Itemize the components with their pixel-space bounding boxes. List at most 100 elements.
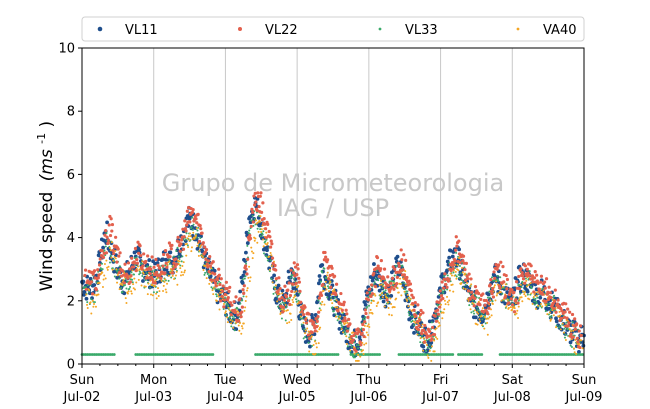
data-point bbox=[161, 264, 165, 268]
data-point bbox=[464, 284, 467, 286]
data-point bbox=[181, 265, 184, 268]
data-point bbox=[547, 285, 551, 289]
data-point bbox=[512, 290, 516, 295]
data-point bbox=[246, 289, 249, 292]
data-point bbox=[308, 337, 312, 341]
data-point bbox=[356, 359, 359, 362]
data-point bbox=[471, 299, 474, 302]
data-point bbox=[257, 214, 260, 217]
data-point bbox=[167, 241, 172, 245]
data-point bbox=[233, 317, 236, 320]
x-axis: Sun Jul-02 Mon Jul-03 Tue Jul-04 Wed Jul-05 Thu J… bbox=[63, 364, 602, 405]
data-point bbox=[284, 319, 287, 322]
data-point bbox=[234, 295, 238, 299]
data-point bbox=[238, 289, 243, 294]
data-point bbox=[529, 264, 533, 268]
data-point bbox=[162, 284, 165, 287]
data-point bbox=[550, 314, 553, 317]
data-point bbox=[385, 298, 389, 302]
data-point bbox=[191, 238, 194, 241]
data-point bbox=[297, 284, 300, 287]
data-point bbox=[271, 261, 275, 266]
data-point bbox=[181, 255, 184, 258]
data-point bbox=[457, 269, 460, 272]
data-point bbox=[104, 245, 107, 248]
data-point bbox=[379, 267, 383, 271]
data-point bbox=[144, 259, 148, 264]
data-point bbox=[113, 275, 116, 278]
data-point bbox=[513, 307, 516, 310]
data-point bbox=[446, 295, 449, 298]
data-point bbox=[473, 296, 477, 301]
data-point bbox=[281, 310, 285, 314]
legend-marker bbox=[378, 27, 382, 31]
data-point bbox=[525, 274, 529, 278]
data-point bbox=[259, 228, 262, 231]
x-tick-day: Sat bbox=[502, 373, 523, 388]
data-point bbox=[140, 284, 143, 287]
data-point bbox=[157, 295, 160, 298]
data-point bbox=[177, 263, 180, 266]
data-point bbox=[292, 296, 295, 299]
data-point bbox=[107, 265, 110, 268]
data-point bbox=[340, 308, 344, 312]
data-point bbox=[244, 300, 247, 303]
data-point bbox=[125, 301, 128, 304]
x-tick-date: Jul-07 bbox=[421, 390, 459, 405]
data-point bbox=[281, 301, 284, 304]
data-point bbox=[350, 345, 353, 348]
data-point bbox=[152, 291, 155, 294]
data-point bbox=[347, 317, 351, 321]
data-point bbox=[392, 287, 396, 291]
data-point bbox=[520, 286, 523, 289]
data-point bbox=[395, 275, 399, 279]
data-point bbox=[577, 349, 581, 354]
data-point bbox=[295, 263, 300, 267]
data-point bbox=[110, 229, 114, 233]
data-point bbox=[360, 331, 364, 335]
data-point bbox=[463, 268, 467, 272]
data-point bbox=[240, 325, 243, 328]
data-point bbox=[245, 272, 249, 276]
data-point bbox=[101, 271, 104, 274]
data-point bbox=[199, 227, 203, 231]
data-point bbox=[451, 266, 455, 271]
data-point bbox=[518, 298, 521, 301]
data-point bbox=[363, 302, 368, 307]
data-point bbox=[217, 280, 220, 283]
data-point bbox=[406, 290, 409, 293]
data-point bbox=[579, 333, 583, 338]
data-point bbox=[227, 304, 230, 307]
data-point bbox=[436, 312, 440, 316]
data-point bbox=[254, 237, 257, 240]
data-point bbox=[310, 335, 313, 338]
y-axis-label: Wind speed (ms -1 ) bbox=[30, 121, 57, 291]
data-point bbox=[453, 274, 456, 277]
data-point bbox=[246, 257, 250, 261]
data-point bbox=[353, 356, 356, 359]
data-point bbox=[368, 304, 371, 307]
data-point bbox=[381, 287, 384, 290]
data-point bbox=[334, 282, 339, 286]
series-vl22 bbox=[83, 191, 583, 353]
data-point bbox=[370, 299, 373, 302]
data-point bbox=[333, 288, 336, 291]
data-point bbox=[501, 292, 504, 295]
data-point bbox=[246, 244, 249, 247]
baseline-point bbox=[336, 353, 340, 356]
data-point bbox=[484, 314, 487, 317]
data-point bbox=[200, 231, 204, 235]
data-point bbox=[337, 326, 342, 331]
data-point bbox=[512, 310, 517, 314]
data-point bbox=[344, 322, 347, 325]
data-point bbox=[307, 341, 310, 344]
data-point bbox=[369, 308, 372, 311]
data-point bbox=[231, 315, 234, 318]
data-point bbox=[175, 262, 179, 266]
data-point bbox=[516, 309, 519, 312]
data-point bbox=[190, 246, 193, 249]
data-point bbox=[514, 298, 518, 302]
data-point bbox=[366, 298, 371, 302]
data-point bbox=[363, 320, 367, 324]
data-point bbox=[477, 291, 481, 296]
